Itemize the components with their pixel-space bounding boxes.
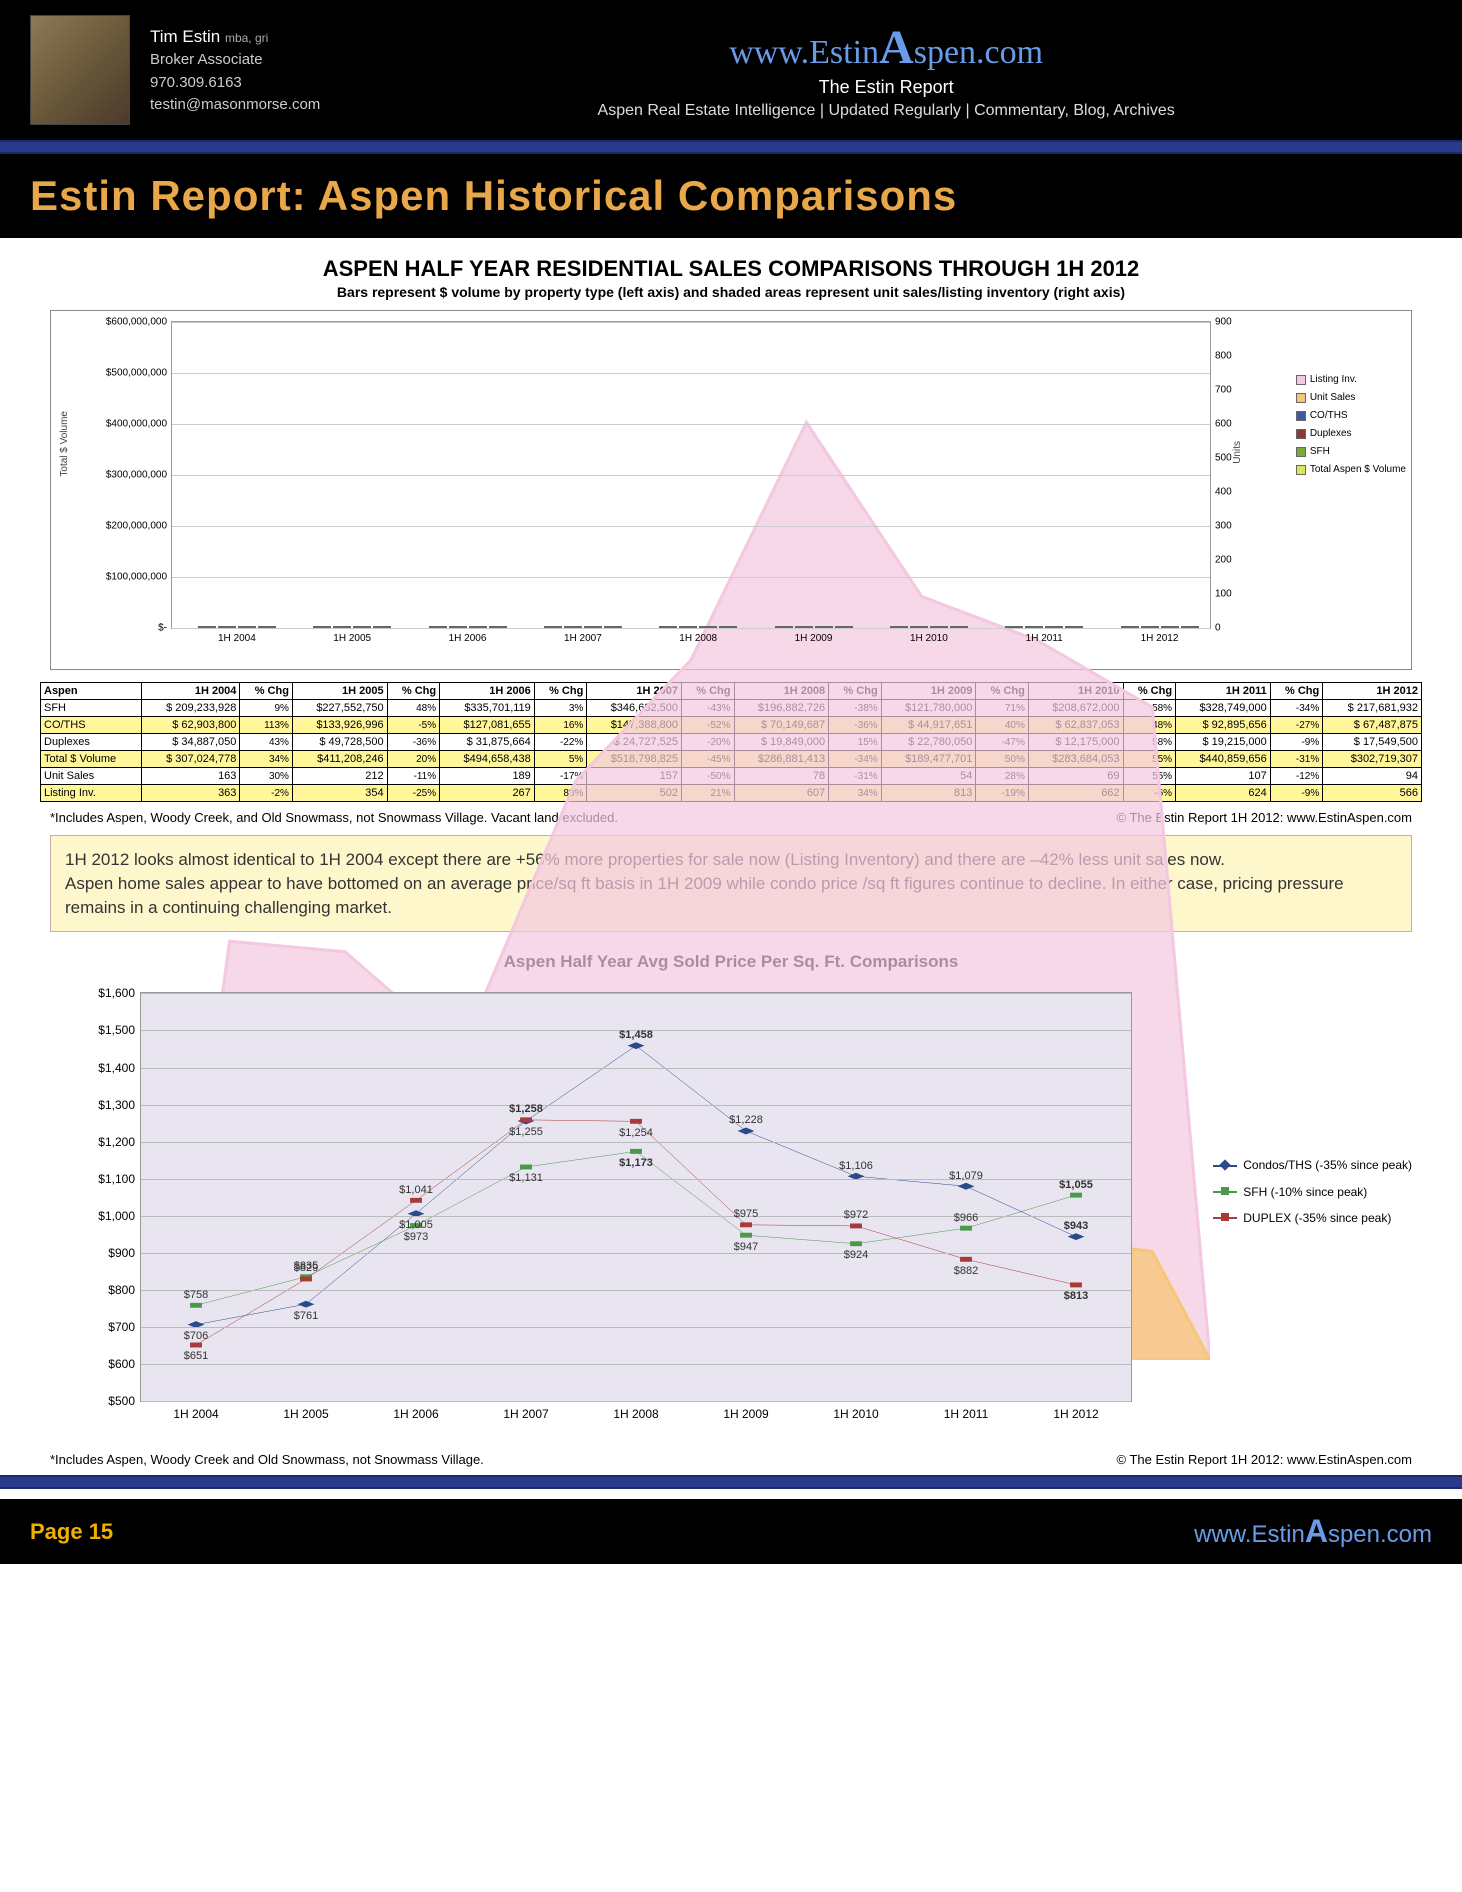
blue-divider: [0, 140, 1462, 154]
footnote-1: *Includes Aspen, Woody Creek, and Old Sn…: [50, 810, 1412, 825]
page: Tim Estin mba, gri Broker Associate 970.…: [0, 0, 1462, 1564]
contact-block: Tim Estin mba, gri Broker Associate 970.…: [150, 24, 320, 117]
chart2-title: Aspen Half Year Avg Sold Price Per Sq. F…: [40, 952, 1422, 972]
chart1-combo-bar-area: Total $ Volume Units $-$100,000,000$200,…: [50, 310, 1412, 670]
footnote-1-left: *Includes Aspen, Woody Creek, and Old Sn…: [50, 810, 618, 825]
author-role: Broker Associate: [150, 49, 320, 72]
title-band: Estin Report: Aspen Historical Compariso…: [0, 154, 1462, 238]
site-block: www.EstinAspen.com The Estin Report Aspe…: [340, 20, 1432, 120]
footer-url[interactable]: www.EstinAspen.com: [1194, 1513, 1432, 1550]
site-url[interactable]: www.EstinAspen.com: [340, 20, 1432, 75]
footnote-2: *Includes Aspen, Woody Creek and Old Sno…: [50, 1452, 1412, 1467]
callout-box: 1H 2012 looks almost identical to 1H 200…: [50, 835, 1412, 932]
chart1-right-axis-label: Units: [1232, 441, 1243, 464]
header: Tim Estin mba, gri Broker Associate 970.…: [0, 0, 1462, 140]
footnote-2-left: *Includes Aspen, Woody Creek and Old Sno…: [50, 1452, 484, 1467]
chart1-subheading: Bars represent $ volume by property type…: [40, 284, 1422, 300]
author-email: testin@masonmorse.com: [150, 94, 320, 117]
chart2-svg: [141, 993, 1131, 1401]
author-credentials: mba, gri: [225, 31, 268, 45]
chart1-legend: Listing Inv.Unit SalesCO/THSDuplexesSFHT…: [1296, 371, 1406, 479]
site-tagline: Aspen Real Estate Intelligence | Updated…: [340, 102, 1432, 120]
footer: Page 15 www.EstinAspen.com: [0, 1499, 1462, 1564]
data-table: Aspen1H 2004% Chg1H 2005% Chg1H 2006% Ch…: [40, 682, 1422, 802]
page-title: Estin Report: Aspen Historical Compariso…: [30, 172, 1432, 220]
chart1-left-axis-label: Total $ Volume: [59, 411, 70, 477]
chart1-heading: ASPEN HALF YEAR RESIDENTIAL SALES COMPAR…: [40, 256, 1422, 282]
chart2-line-chart: $500$600$700$800$900$1,000$1,100$1,200$1…: [50, 982, 1412, 1442]
chart1-plot-area: $-$100,000,000$200,000,000$300,000,000$4…: [171, 321, 1211, 629]
content: ASPEN HALF YEAR RESIDENTIAL SALES COMPAR…: [0, 238, 1462, 1467]
author-name: Tim Estin: [150, 27, 220, 46]
author-photo: [30, 15, 130, 125]
chart2-legend: Condos/THS (-35% since peak)SFH (-10% si…: [1213, 1152, 1412, 1231]
site-subtitle: The Estin Report: [340, 77, 1432, 98]
blue-divider-footer: [0, 1475, 1462, 1489]
footnote-2-right: © The Estin Report 1H 2012: www.EstinAsp…: [1117, 1452, 1412, 1467]
footnote-1-right: © The Estin Report 1H 2012: www.EstinAsp…: [1117, 810, 1412, 825]
chart2-plot-area: $500$600$700$800$900$1,000$1,100$1,200$1…: [140, 992, 1132, 1402]
author-phone: 970.309.6163: [150, 72, 320, 95]
page-number: Page 15: [30, 1519, 113, 1545]
